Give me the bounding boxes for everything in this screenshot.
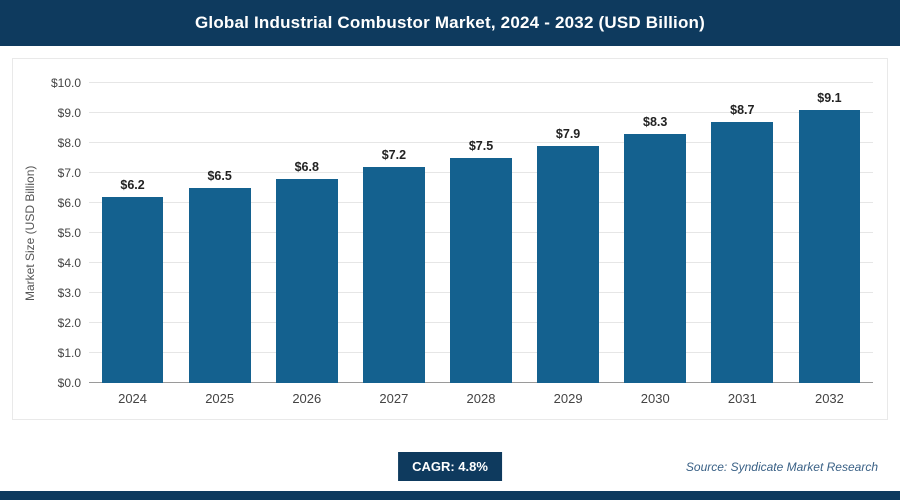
gridline xyxy=(89,142,873,143)
bar xyxy=(101,197,164,383)
bar-value-label: $7.2 xyxy=(381,148,407,162)
page-title: Global Industrial Combustor Market, 2024… xyxy=(194,13,706,32)
bar-value-label: $6.2 xyxy=(120,178,145,192)
x-tick-label: 2026 xyxy=(292,390,322,406)
x-tick-label: 2029 xyxy=(553,390,583,406)
y-tick-label: $0.0 xyxy=(57,376,81,390)
gridline xyxy=(89,82,873,83)
x-tick-label: 2024 xyxy=(118,390,148,406)
bar xyxy=(362,167,425,383)
bar-value-label: $6.5 xyxy=(207,169,232,183)
bar-column-2027: $7.2 xyxy=(350,83,437,383)
x-tick-label: 2031 xyxy=(727,390,757,406)
bar-column-2029: $7.9 xyxy=(525,83,612,383)
y-tick-label: $6.0 xyxy=(57,196,81,210)
bar-column-2025: $6.5 xyxy=(176,83,263,383)
bar-value-label: $9.1 xyxy=(817,91,842,105)
chart-title-bar: Global Industrial Combustor Market, 2024… xyxy=(0,0,900,46)
footer: CAGR: 4.8% Source: Syndicate Market Rese… xyxy=(0,444,900,488)
chart-body: Market Size (USD Billion) $0.0 $1.0 $2.0 $3… xyxy=(19,76,873,413)
plot-area: $6.2 $6.5 $6.8 $7.2 $7.5 $7.9 $8.3 $8.7 $9.1 xyxy=(89,82,873,383)
bar-value-label: $6.8 xyxy=(294,160,319,174)
bar xyxy=(188,188,251,383)
bar-column-2026: $6.8 xyxy=(263,83,350,383)
bar-value-label: $8.7 xyxy=(730,103,755,117)
chart: Market Size (USD Billion) $0.0 $1.0 $2.0 $3… xyxy=(12,58,888,420)
y-axis-title: Market Size (USD Billion) xyxy=(23,165,37,301)
bar-column-2024: $6.2 xyxy=(89,83,176,383)
x-tick-label: 2030 xyxy=(640,390,670,406)
bar xyxy=(711,122,774,383)
bar xyxy=(275,179,338,383)
y-tick-label: $10.0 xyxy=(50,76,81,90)
cagr-badge: CAGR: 4.8% xyxy=(398,452,502,481)
bar-column-2030: $8.3 xyxy=(612,83,699,383)
x-tick-label: 2032 xyxy=(814,390,844,406)
plot-column: $6.2 $6.5 $6.8 $7.2 $7.5 $7.9 $8.3 $8.7 $9.1 202… xyxy=(89,82,873,413)
bar xyxy=(624,134,687,383)
bar-value-label: $7.5 xyxy=(468,139,494,153)
y-tick-label: $5.0 xyxy=(57,226,81,240)
x-axis-ticks: 2024 2025 2026 2027 2028 2029 2030 2031 2032 xyxy=(89,383,873,413)
bars-row: $6.2 $6.5 $6.8 $7.2 $7.5 $7.9 $8.3 $8.7 $9.1 xyxy=(89,83,873,383)
source-attribution: Source: Syndicate Market Research xyxy=(685,460,878,474)
y-tick-label: $1.0 xyxy=(57,346,81,360)
y-tick-label: $4.0 xyxy=(57,256,81,270)
x-tick-label: 2028 xyxy=(466,390,496,406)
bar-column-2032: $9.1 xyxy=(786,83,873,383)
x-tick-label: 2025 xyxy=(205,390,235,406)
y-tick-label: $7.0 xyxy=(57,166,81,180)
bar-value-label: $7.9 xyxy=(555,127,581,141)
y-tick-label: $8.0 xyxy=(57,136,81,150)
x-tick-label: 2027 xyxy=(379,390,409,406)
bar-value-label: $8.3 xyxy=(643,115,668,129)
y-tick-label: $2.0 xyxy=(57,316,81,330)
gridline xyxy=(89,112,873,113)
bar-column-2031: $8.7 xyxy=(699,83,786,383)
bottom-accent-strip xyxy=(0,491,900,500)
bar xyxy=(798,110,861,383)
y-tick-label: $3.0 xyxy=(57,286,81,300)
bar-column-2028: $7.5 xyxy=(437,83,524,383)
bar xyxy=(537,146,600,383)
y-tick-label: $9.0 xyxy=(57,106,81,120)
y-axis-ticks: $0.0 $1.0 $2.0 $3.0 $4.0 $5.0 $6.0 $7.0 $8.0 $9.0… xyxy=(41,76,89,390)
bar xyxy=(450,158,512,383)
